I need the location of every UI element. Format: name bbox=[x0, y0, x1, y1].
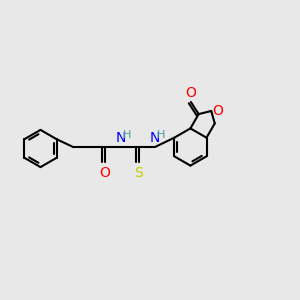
Text: O: O bbox=[213, 104, 224, 118]
Text: O: O bbox=[185, 85, 196, 100]
Text: H: H bbox=[123, 130, 131, 140]
Text: S: S bbox=[134, 166, 143, 180]
Text: N: N bbox=[150, 131, 160, 145]
Text: N: N bbox=[116, 131, 126, 145]
Text: O: O bbox=[99, 166, 110, 180]
Text: H: H bbox=[157, 130, 165, 140]
